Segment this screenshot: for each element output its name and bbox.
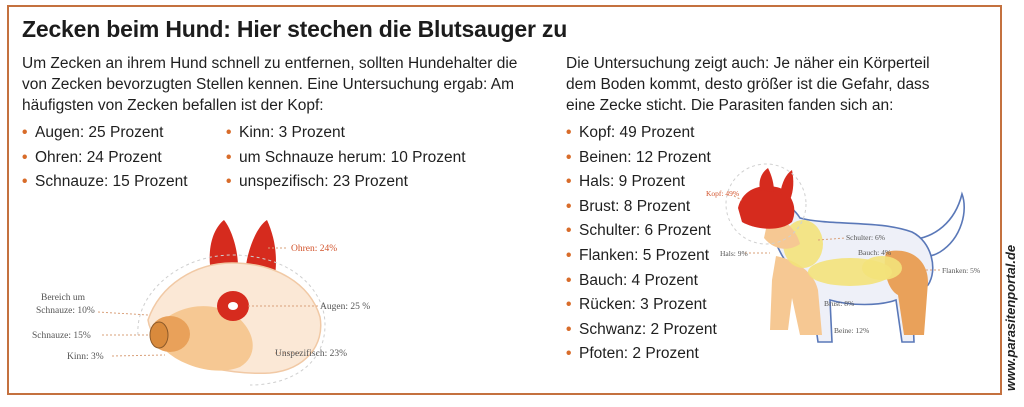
label-schulter: Schulter: 6% xyxy=(846,233,885,242)
label-beine: Beine: 12% xyxy=(834,326,869,335)
label-flanken: Flanken: 5% xyxy=(942,266,980,275)
left-ear-shape xyxy=(209,220,238,267)
head-list-col1: Augen: 25 Prozent Ohren: 24 Prozent Schn… xyxy=(22,121,188,195)
left-ear-shape xyxy=(759,168,774,192)
label-bereich-line2: Schnauze: 10% xyxy=(36,306,95,316)
list-item: Schulter: 6 Prozent xyxy=(566,219,717,244)
list-item: Beinen: 12 Prozent xyxy=(566,146,717,171)
dog-body-diagram: Kopf: 49% Hals: 9% Schulter: 6% Bauch: 4… xyxy=(706,163,980,343)
label-augen: Augen: 25 % xyxy=(320,302,370,312)
label-bereich-line1: Bereich um xyxy=(41,293,86,303)
list-item: Schwanz: 2 Prozent xyxy=(566,318,717,343)
nose-shape xyxy=(149,321,169,349)
eye-pupil-shape xyxy=(228,302,238,310)
intro-left-text: Um Zecken an ihrem Hund schnell zu entfe… xyxy=(22,55,518,114)
head-list-col2: Kinn: 3 Prozent um Schnauze herum: 10 Pr… xyxy=(226,121,466,195)
list-item: Bauch: 4 Prozent xyxy=(566,269,717,294)
source-credit: www.parasitenportal.de xyxy=(1003,244,1018,391)
label-brust: Brust: 8% xyxy=(824,299,854,308)
label-kopf: Kopf: 49% xyxy=(706,189,739,198)
headline: Zecken beim Hund: Hier stechen die Bluts… xyxy=(22,16,568,42)
list-item: um Schnauze herum: 10 Prozent xyxy=(226,146,466,171)
list-item: Flanken: 5 Prozent xyxy=(566,244,717,269)
flank-shape xyxy=(862,256,902,280)
list-item: unspezifisch: 23 Prozent xyxy=(226,170,466,195)
head-shape xyxy=(738,186,795,229)
label-bauch: Bauch: 4% xyxy=(858,248,891,257)
list-item: Augen: 25 Prozent xyxy=(22,121,188,146)
list-item: Schnauze: 15 Prozent xyxy=(22,170,188,195)
body-list: Kopf: 49 Prozent Beinen: 12 Prozent Hals… xyxy=(566,121,717,367)
list-item: Rücken: 3 Prozent xyxy=(566,293,717,318)
leader-line xyxy=(111,354,166,357)
leader-line xyxy=(733,195,743,201)
dashed-outline xyxy=(137,254,326,386)
leader-line xyxy=(97,311,149,316)
dog-head-diagram: Ohren: 24% Augen: 25 % Bereich um Schnau… xyxy=(32,220,370,386)
front-leg-shape xyxy=(770,256,822,335)
list-item: Kinn: 3 Prozent xyxy=(226,121,466,146)
label-schnauze: Schnauze: 15% xyxy=(32,331,91,341)
list-item: Hals: 9 Prozent xyxy=(566,170,717,195)
leader-line xyxy=(817,237,846,241)
list-item: Kopf: 49 Prozent xyxy=(566,121,717,146)
right-ear-shape xyxy=(780,170,794,200)
label-unspezifisch: Unspezifisch: 23% xyxy=(275,348,347,359)
list-item: Pfoten: 2 Prozent xyxy=(566,342,717,367)
list-item: Brust: 8 Prozent xyxy=(566,195,717,220)
list-item: Ohren: 24 Prozent xyxy=(22,146,188,171)
label-hals: Hals: 9% xyxy=(720,249,748,258)
label-kinn: Kinn: 3% xyxy=(67,352,104,362)
dashed-outline xyxy=(725,163,807,245)
intro-right-text: Die Untersuchung zeigt auch: Je näher ei… xyxy=(566,55,930,114)
label-ohren: Ohren: 24% xyxy=(291,244,337,254)
